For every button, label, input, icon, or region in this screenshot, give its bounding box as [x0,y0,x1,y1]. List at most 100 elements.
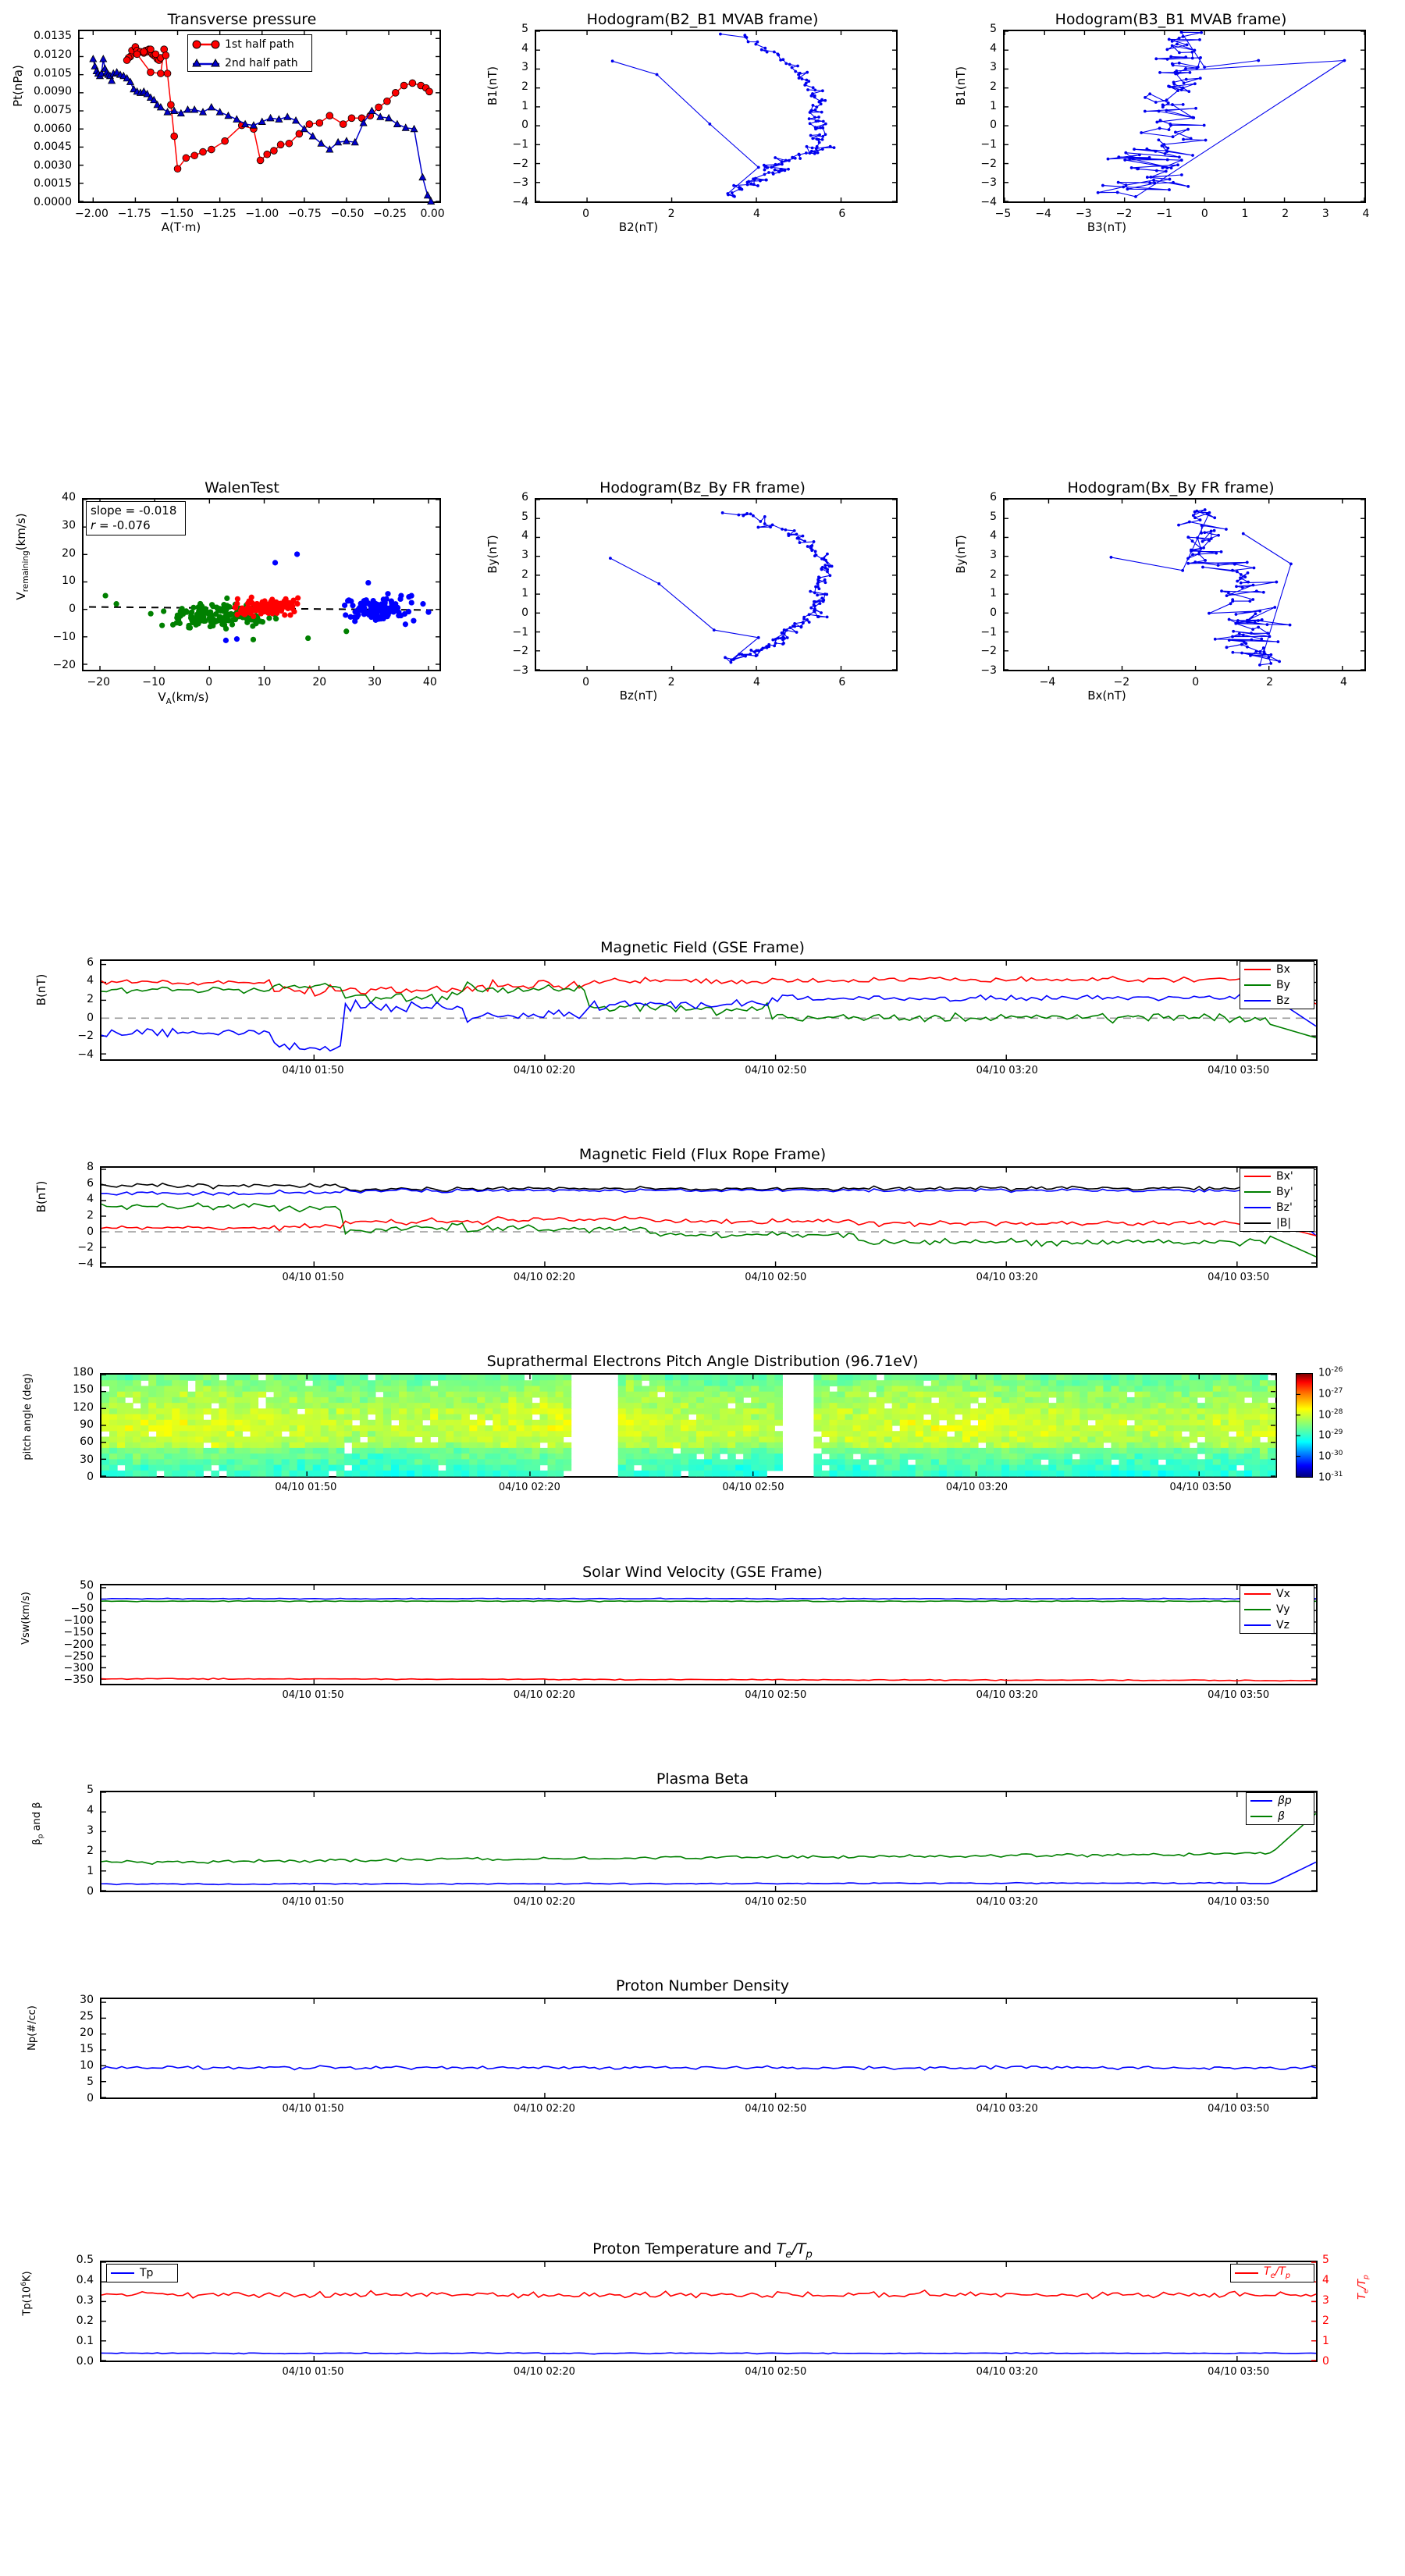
legend-item-bx: Bx [1240,962,1314,977]
y-tick-label: −1 [512,138,528,151]
x-tick-label: 2 [667,676,675,688]
y-axis-label: Vremaining(km/s) [14,513,30,600]
x-tick-label: 04/10 03:20 [976,2366,1038,2378]
legend-swatch [1244,1222,1271,1224]
colorbar-tick-label: 10-30 [1318,1450,1343,1463]
legend: Bx' By' Bz' |B| [1240,1168,1314,1232]
y-tick-label: 0.2 [76,2314,94,2327]
legend-item-beta-p: βp [1247,1793,1314,1809]
y-tick-label: −350 [63,1673,94,1686]
panel-title: Hodogram(B2_B1 MVAB frame) [586,11,819,28]
y-tick-label: 4 [521,529,528,543]
colorbar [1296,1373,1313,1478]
legend-label: Bx [1276,963,1290,976]
y-tick-label: 5 [521,23,528,35]
x-tick-label: 04/10 03:20 [976,1689,1038,1701]
y-tick-label: 1 [990,587,997,600]
x-tick-label: 04/10 02:50 [745,1896,807,1908]
legend-swatch [1235,2272,1258,2274]
plot-area [535,30,898,203]
legend: 1st half path 2nd half path [187,34,312,72]
x-tick-label: −2.00 [75,208,108,220]
plot-area [535,498,898,671]
legend-label: By' [1276,1186,1293,1198]
x-tick-label: 04/10 02:50 [722,1482,784,1493]
legend-item-beta: β [1247,1809,1314,1824]
panel-title: Suprathermal Electrons Pitch Angle Distr… [486,1353,919,1370]
y-tick-label: 5 [990,23,997,35]
panel-hodogram-bxby: Hodogram(Bx_By FR frame) By(nT) Bx(nT) −… [937,468,1405,703]
legend-label: β [1278,1810,1285,1823]
x-tick-label: 04/10 02:20 [513,1272,575,1283]
y-tick-label: 90 [80,1418,94,1431]
legend-swatch [1244,1191,1271,1193]
panel-title: Magnetic Field (Flux Rope Frame) [578,1146,827,1163]
y-tick-label: 0 [521,119,528,132]
x-tick-label: 04/10 02:50 [745,1272,807,1283]
x-axis-label: VA(km/s) [158,690,209,706]
y-tick-label: 30 [80,1994,94,2007]
y-tick-label: 20 [80,2026,94,2040]
transverse-pressure-plot [80,31,439,205]
y-tick-label: 0.4 [76,2274,94,2286]
y-tick-label: −1 [980,625,997,639]
y-tick-label: −3 [980,664,997,677]
colorbar-tick-label: 10-27 [1318,1386,1343,1400]
x-tick-label: 04/10 02:20 [513,2103,575,2115]
y-tick-label: −100 [63,1614,94,1628]
y-tick-label: 0.0 [76,2355,94,2368]
colorbar-tick-label: 10-31 [1318,1471,1343,1484]
y-tick-label: −1 [512,625,528,639]
legend-label: Vy [1276,1603,1290,1616]
legend: βp β [1246,1792,1314,1825]
y-tick-label: −4 [980,196,997,208]
y-axis-label: βp and β [31,1802,45,1845]
y-tick-label: −4 [512,196,528,208]
y-tick-label: −2 [980,645,997,658]
y-tick-label: 2 [990,80,997,93]
y-axis-label: Vsw(km/s) [20,1592,32,1645]
x-tick-label: 04/10 02:50 [745,2366,807,2378]
y-tick-label: 0 [87,2092,94,2105]
y-tick-label: 0 [69,603,76,616]
x-tick-label: 04/10 02:20 [513,2366,575,2378]
y-tick-label: 6 [990,491,997,503]
y-tick-label: 0.0135 [34,30,72,43]
y-tick-label: 20 [62,546,76,560]
y-tick-label: 8 [87,1161,94,1174]
y-axis-label: B(nT) [34,973,48,1006]
y-tick-label: 150 [73,1383,94,1397]
x-tick-label: 04/10 03:50 [1208,1065,1270,1076]
legend-item-vy: Vy [1240,1602,1314,1617]
walen-annotation: slope = -0.018 r = -0.076 [86,501,186,535]
density-plot [101,1999,1317,2098]
y-tick-label: −2 [512,157,528,170]
plot-area [100,959,1318,1061]
legend-label: Bz' [1276,1201,1293,1214]
x-tick-label: 0 [1200,208,1208,220]
x-tick-label: −20 [87,676,110,688]
panel-title: Proton Temperature and Te/Tp [592,2240,813,2261]
y-tick-label: −3 [512,664,528,677]
velocity-plot [101,1585,1317,1684]
x-tick-label: −1.00 [245,208,279,220]
legend: Bx By Bz [1240,961,1314,1009]
panel-hodogram-b3b1: Hodogram(B3_B1 MVAB frame) B1(nT) B3(nT)… [937,0,1405,234]
legend-item-byp: By' [1240,1184,1314,1200]
y-tick-label: 6 [87,1176,94,1190]
x-tick-label: −0.50 [330,208,365,220]
y-tick-label: −150 [63,1626,94,1639]
pad-heatmap [101,1374,1276,1477]
y-tick-label: 0 [990,607,997,619]
x-tick-label: 04/10 03:20 [976,1272,1038,1283]
y-tick-label: 30 [62,518,76,532]
y-tick-label: −2 [980,157,997,170]
legend-item-bmag: |B| [1240,1215,1314,1231]
y-tick-label: 4 [1322,2274,1329,2286]
legend-item-2nd-half: 2nd half path [188,54,311,73]
panel-proton-temperature: Proton Temperature and Te/Tp Tp(106K) Te… [0,2186,1405,2420]
x-tick-label: −1 [1156,208,1172,220]
y-tick-label: 2 [87,993,94,1005]
legend-item-by: By [1240,977,1314,993]
colorbar-tick-label: 10-28 [1318,1407,1343,1421]
